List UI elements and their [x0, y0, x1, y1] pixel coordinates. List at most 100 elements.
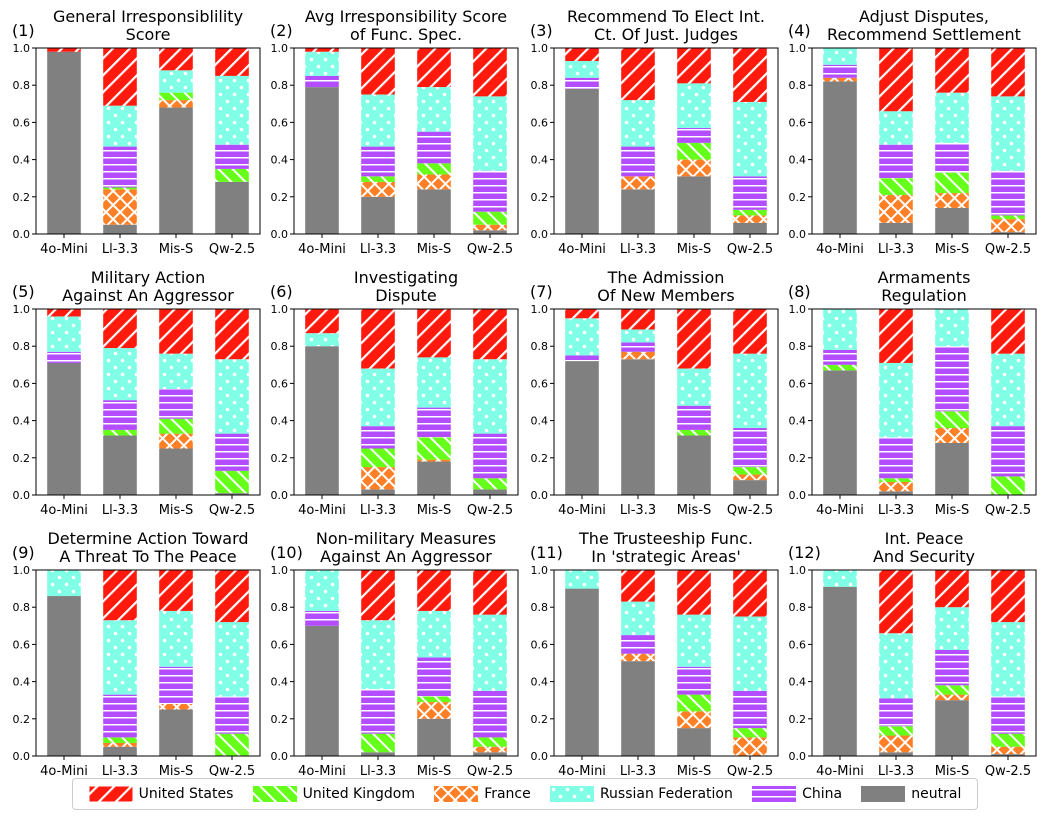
- x-tick-label: 4o-Mini: [558, 503, 606, 518]
- bar-segment-neutral: [103, 435, 137, 495]
- bar-segment-united-kingdom: [991, 476, 1025, 495]
- bar-segment-united-states: [991, 48, 1025, 97]
- y-tick-label: 0.0: [271, 228, 289, 241]
- bar-segment-united-states: [879, 309, 913, 363]
- axes-frame: [35, 569, 261, 757]
- bar-segment-france: [159, 100, 193, 108]
- bar-segment-china: [473, 170, 507, 212]
- y-tick-label: 0.8: [271, 79, 289, 92]
- y-tick-label: 1.0: [13, 42, 31, 55]
- bar-segment-neutral: [103, 224, 137, 234]
- bar-segment-neutral: [417, 718, 451, 756]
- panel-title-line-2: Recommend Settlement: [827, 25, 1021, 44]
- bar-segment-russian-federation: [565, 318, 599, 356]
- y-tick-label: 0.6: [531, 638, 549, 651]
- bar-segment-france: [103, 189, 137, 225]
- x-tick-label: Ll-3.3: [620, 764, 656, 776]
- panel-number: (8): [788, 282, 811, 301]
- y-tick-label: 0.2: [531, 713, 549, 726]
- bar-segment-united-states: [733, 570, 767, 617]
- bar-segment-china: [565, 77, 599, 89]
- bar-segment-neutral: [621, 189, 655, 234]
- y-tick-label: 0.4: [531, 154, 549, 167]
- bar-segment-united-states: [417, 570, 451, 611]
- bar-segment-france: [103, 742, 137, 747]
- x-tick-label: Qw-2.5: [727, 503, 773, 518]
- bar-segment-united-kingdom: [215, 168, 249, 182]
- legend-label: Russian Federation: [599, 786, 733, 802]
- bar-segment-russian-federation: [47, 316, 81, 352]
- panel-title-line-1: Investigating: [354, 268, 458, 287]
- bar-segment-france: [879, 735, 913, 753]
- panel-title-line-1: General Irresponsiblility: [53, 7, 243, 26]
- x-tick-label: 4o-Mini: [558, 764, 606, 776]
- bar-segment-russian-federation: [935, 309, 969, 347]
- y-tick-label: 0.4: [271, 154, 289, 167]
- bar-segment-france: [621, 653, 655, 662]
- bar-segment-neutral: [47, 51, 81, 234]
- bar-segment-neutral: [417, 189, 451, 234]
- y-tick-label: 0.6: [789, 377, 807, 390]
- bar-segment-united-states: [417, 309, 451, 358]
- bar-segment-china: [935, 346, 969, 412]
- bar-segment-neutral: [823, 81, 857, 234]
- bar-segment-united-kingdom: [879, 726, 913, 736]
- y-tick-label: 0.8: [271, 340, 289, 353]
- bar-segment-china: [361, 689, 395, 734]
- bar-stack-ll-3-3: [621, 309, 655, 495]
- bar-segment-france: [879, 481, 913, 492]
- x-tick-label: Qw-2.5: [209, 242, 255, 257]
- y-tick-label: 0.4: [531, 676, 549, 689]
- bar-segment-neutral: [361, 196, 395, 234]
- bar-segment-france: [991, 746, 1025, 755]
- bar-segment-neutral: [103, 746, 137, 756]
- bar-segment-russian-federation: [935, 607, 969, 650]
- bar-stack-4o-mini: [565, 48, 599, 234]
- bar-segment-neutral: [677, 176, 711, 234]
- bar-segment-russian-federation: [47, 570, 81, 597]
- bar-segment-russian-federation: [417, 610, 451, 658]
- bar-segment-neutral: [733, 222, 767, 234]
- bar-segment-china: [473, 690, 507, 738]
- bar-segment-russian-federation: [103, 620, 137, 695]
- bar-segment-france: [935, 428, 969, 443]
- bar-segment-russian-federation: [677, 83, 711, 128]
- bar-segment-russian-federation: [103, 348, 137, 401]
- x-tick-label: Ll-3.3: [360, 764, 396, 776]
- bar-segment-china: [159, 388, 193, 419]
- bar-segment-united-kingdom: [215, 733, 249, 756]
- panel-title-line-2: Of New Members: [597, 286, 734, 305]
- bar-segment-france: [361, 181, 395, 197]
- legend-swatch-france: [434, 786, 479, 802]
- y-tick-label: 0.2: [13, 452, 31, 465]
- y-tick-label: 0.0: [531, 750, 549, 763]
- bar-segment-france: [417, 459, 451, 462]
- bar-segment-united-states: [621, 309, 655, 330]
- bar-segment-united-states: [361, 48, 395, 95]
- y-tick-label: 0.2: [13, 191, 31, 204]
- bar-segment-russian-federation: [621, 329, 655, 343]
- bar-segment-neutral: [305, 346, 339, 495]
- bar-stack-4o-mini: [823, 48, 857, 234]
- y-tick-label: 0.4: [789, 676, 807, 689]
- bar-segment-united-states: [305, 48, 339, 52]
- bar-segment-china: [991, 426, 1025, 477]
- legend-swatch-united-kingdom: [252, 786, 297, 802]
- bar-segment-china: [417, 657, 451, 697]
- x-tick-label: 4o-Mini: [816, 242, 864, 257]
- y-tick-label: 0.8: [531, 79, 549, 92]
- panel-number: (3): [530, 21, 553, 40]
- bar-segment-united-states: [159, 309, 193, 354]
- x-tick-label: 4o-Mini: [40, 242, 88, 257]
- legend-label: United States: [138, 786, 234, 802]
- x-tick-label: Ll-3.3: [620, 242, 656, 257]
- bar-segment-united-kingdom: [361, 176, 395, 182]
- bar-segment-china: [215, 696, 249, 734]
- panel-number: (4): [788, 21, 811, 40]
- bar-segment-france: [621, 351, 655, 360]
- bar-segment-china: [621, 146, 655, 177]
- bar-segment-united-kingdom: [159, 418, 193, 434]
- bar-segment-united-kingdom: [215, 470, 249, 494]
